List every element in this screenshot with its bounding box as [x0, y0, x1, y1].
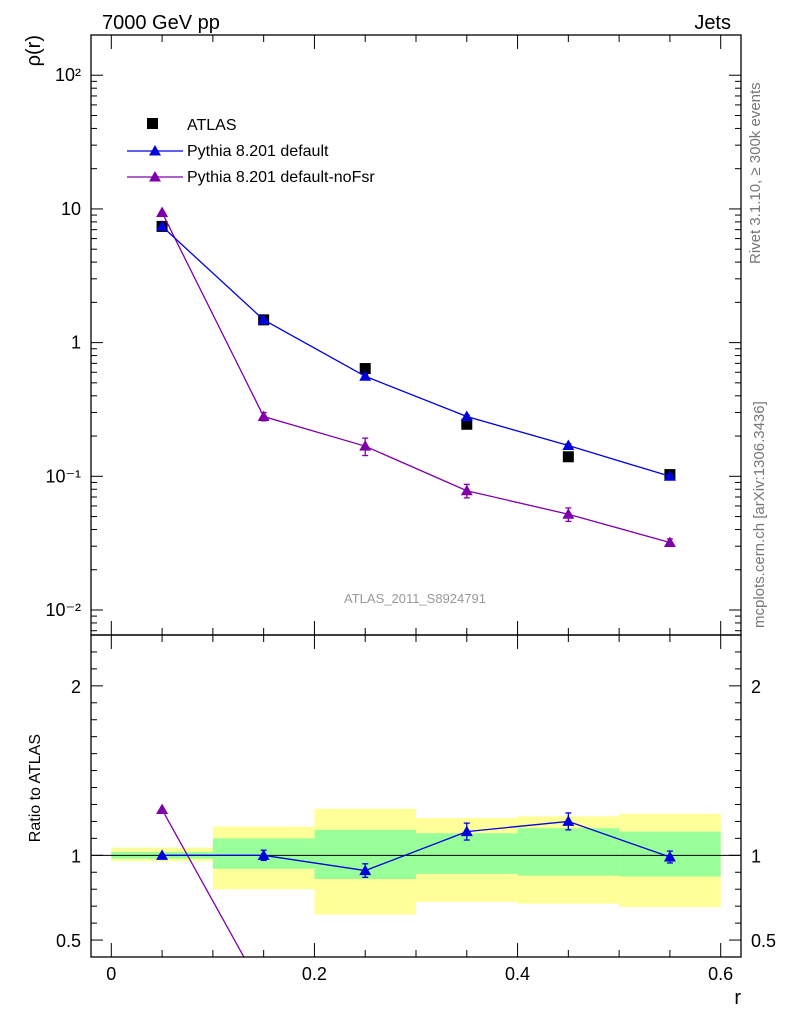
ratio-nofsr-marker: [156, 803, 169, 815]
main-default-marker: [460, 410, 473, 422]
ratio-default-marker: [663, 851, 676, 862]
ratio-nofsr-marker: [461, 965, 473, 976]
main-plot: [156, 206, 676, 547]
ratio-default-marker: [257, 849, 270, 860]
plot-frames: 10⁻² 10⁻¹ 1 10 10² 0.5 0.5 1 1 2 2 0 0.2 0.4 0.6: [45, 34, 776, 984]
x-tick-label: 0: [106, 964, 116, 984]
main-nofsr-line: [161, 212, 671, 544]
ratio-ylabel: Ratio to ATLAS: [27, 734, 44, 842]
legend-default-label: Pythia 8.201 default: [187, 143, 329, 160]
main-default-marker: [359, 370, 372, 381]
legend-nofsr-marker: [149, 171, 161, 182]
x-tick-label: 0.4: [505, 964, 530, 984]
side-rivet-label: Rivet 3.1.10, ≥ 300k events: [747, 82, 764, 264]
atlas-data-point: [562, 451, 574, 463]
ratio-ytick-label-right: 0.5: [751, 931, 776, 951]
ratio-nofsr-marker: [664, 966, 676, 977]
main-nofsr-marker: [257, 410, 270, 422]
ratio-ytick-label-right: 2: [751, 677, 761, 697]
main-ytick-label: 10⁻¹: [45, 466, 81, 486]
main-default-marker: [562, 439, 575, 450]
header-jets-label: Jets: [694, 12, 731, 34]
main-default-line: [161, 225, 671, 477]
ratio-default-line: [162, 820, 671, 872]
x-tick-label: 0.6: [708, 964, 733, 984]
main-default-marker: [257, 313, 270, 325]
ratio-band-inner: [517, 828, 620, 876]
main-nofsr-marker: [562, 508, 575, 519]
header-energy-label: 7000 GeV pp: [102, 12, 220, 34]
main-ylabel: ρ(r): [23, 35, 45, 66]
legend-atlas-marker: [147, 118, 158, 129]
legend: ATLAS Pythia 8.201 default Pythia 8.201 …: [127, 117, 375, 186]
side-mcplots-label: mcplots.cern.ch [arXiv:1306.3436]: [751, 401, 768, 628]
main-body: [156, 206, 676, 547]
legend-atlas-label: ATLAS: [187, 117, 237, 134]
ratio-default-marker: [562, 815, 575, 826]
main-nofsr-marker: [663, 536, 676, 547]
ratio-ytick-label-left: 2: [71, 677, 81, 697]
ratio-ytick-label-left: 0.5: [56, 931, 81, 951]
ratio-body: [91, 803, 741, 998]
x-axis-label: r: [734, 987, 741, 1009]
ratio-nofsr-marker: [359, 975, 371, 986]
main-ytick-label: 10²: [55, 65, 81, 85]
main-default-marker: [663, 470, 676, 481]
ratio-nofsr-marker: [567, 956, 569, 957]
main-nofsr-marker: [156, 206, 169, 218]
atlas-data-point: [359, 363, 371, 375]
ratio-default-marker: [156, 849, 169, 860]
x-tick-label: 0.2: [302, 964, 327, 984]
main-default-marker: [156, 220, 169, 231]
ratio-default-marker: [359, 864, 372, 876]
ratio-ytick-label-left: 1: [71, 846, 81, 866]
atlas-data-point: [461, 418, 473, 430]
ratio-plot: [91, 803, 741, 998]
ratio-default-marker: [460, 825, 473, 837]
main-nofsr-marker: [460, 484, 473, 496]
main-nofsr-marker: [359, 440, 372, 451]
legend-default-marker: [149, 145, 161, 156]
main-ytick-label: 10⁻²: [45, 600, 81, 620]
analysis-label: ATLAS_2011_S8924791: [344, 591, 486, 606]
main-ytick-label: 1: [71, 333, 81, 353]
ratio-nofsr-marker: [258, 987, 270, 998]
main-ytick-label: 10: [61, 199, 81, 219]
ratio-ytick-label-right: 1: [751, 846, 761, 866]
legend-nofsr-label: Pythia 8.201 default-noFsr: [187, 169, 375, 186]
